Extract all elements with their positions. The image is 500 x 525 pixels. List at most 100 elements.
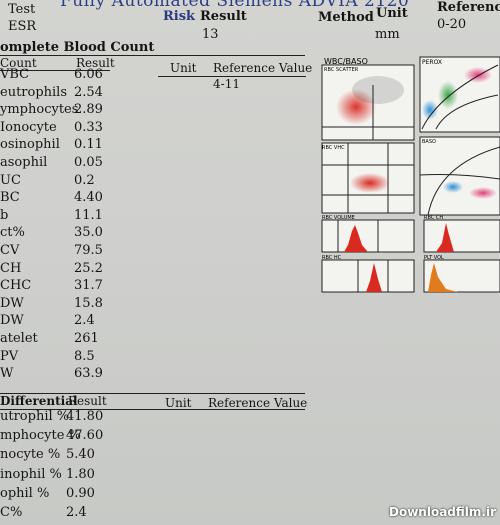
plt-vol-label: PLT VOL (424, 255, 444, 261)
cbc-row-value: 261 (74, 331, 99, 346)
cbc-row-label: BC (0, 190, 20, 206)
cbc-row: BC 4.40 (0, 189, 160, 207)
cbc-row: CH 25.2 (0, 260, 160, 278)
cbc-row-label: ct% (0, 225, 25, 241)
differential-row: C% 2.4 (0, 504, 160, 522)
cbc-row-label: eutrophils (0, 84, 68, 100)
cbc-row-value: 15.8 (74, 295, 103, 311)
cbc-row-label: UC (0, 172, 21, 188)
cbc-row: asophil 0.05 (0, 154, 160, 172)
cbc-row-label: Ionocyte (0, 119, 57, 135)
rbc-ch-histogram: RBC CH (423, 215, 500, 253)
cbc-row-value: 35.0 (74, 225, 103, 241)
diff-header-rule (0, 409, 305, 410)
cbc-title: omplete Blood Count (0, 40, 155, 55)
method-label: Method (318, 10, 374, 25)
cbc-row-label: CH (0, 260, 22, 276)
diff-title: Differential (0, 394, 78, 408)
cbc-row-label: b (0, 207, 9, 223)
watermark: Downloadfilm.ir (389, 505, 496, 519)
cbc-row: DW 15.8 (0, 295, 160, 313)
risk-label: Risk (163, 9, 196, 24)
esr-value: 13 (202, 27, 219, 42)
cbc-row-value: 63.9 (74, 366, 103, 382)
cbc-col-result: Result (76, 56, 115, 70)
cbc-row-value: 11.1 (74, 207, 103, 223)
cbc-row-label: CV (0, 243, 20, 258)
cbc-row: ct% 35.0 (0, 224, 160, 242)
cbc-row-label: asophil (0, 155, 48, 170)
differential-row-label: C% (0, 505, 23, 520)
unit-label: Unit (376, 6, 408, 21)
rbc-volume-histogram: RBC VOLUME (321, 215, 415, 253)
analyzer-banner: Fully Automated Siemens ADVIA 2120 (60, 0, 410, 11)
cbc-row-label: PV (0, 348, 19, 364)
cbc-title-rule (0, 55, 305, 56)
plt-vol-histogram: PLT VOL (423, 255, 500, 293)
cbc-row-label: osinophil (0, 137, 60, 153)
cbc-row-value: 25.2 (74, 260, 103, 276)
differential-row-label: inophil % (0, 466, 62, 482)
differential-row: ophil % 0.90 (0, 485, 160, 503)
differential-row-value: 47.60 (66, 428, 104, 444)
cbc-row-value: 0.11 (74, 137, 103, 153)
differential-row: nocyte % 5.40 (0, 446, 160, 464)
cbc-row-label: DW (0, 313, 24, 329)
cbc-header-rule-right (158, 76, 306, 77)
perox-scatter: PEROX (419, 56, 500, 133)
analyzer-plots: WBC/BASO RBC SCATTER PEROX RBC VHC (321, 56, 500, 293)
esr-label: ESR (8, 19, 37, 34)
differential-row-value: 0.90 (66, 485, 95, 501)
cbc-row: DW 2.4 (0, 312, 160, 330)
cbc-row-value: 6.06 (74, 67, 103, 82)
cbc-row-label: CHC (0, 278, 32, 294)
cbc-row-value: 0.05 (74, 155, 103, 170)
cbc-row-value: 8.5 (74, 348, 95, 364)
differential-row: utrophil % 41.80 (0, 408, 160, 426)
cbc-row: UC 0.2 (0, 172, 160, 190)
cbc-row-value: 2.54 (74, 84, 103, 100)
wbc-scatter-label: RBC SCATTER (324, 67, 359, 73)
esr-unit: mm (375, 27, 400, 42)
rbc-vhc-scatter: RBC VHC (321, 142, 415, 214)
cbc-row: CHC 31.7 (0, 277, 160, 295)
cbc-row: b 11.1 (0, 207, 160, 225)
result-label: Result (200, 9, 247, 24)
cbc-row-label: W (0, 366, 14, 382)
esr-reference: 0-20 (437, 17, 467, 32)
cbc-row-label: ymphocytes (0, 102, 79, 118)
rbc-ch-label: RBC CH (424, 215, 443, 221)
cbc-row: eutrophils 2.54 (0, 84, 160, 102)
differential-row-label: mphocyte % (0, 428, 81, 444)
cbc-row: atelet 261 (0, 330, 160, 348)
cbc-row-value: 31.7 (74, 278, 103, 294)
cbc-row-value: 0.2 (74, 172, 95, 188)
cbc-row-label: atelet (0, 331, 38, 346)
differential-row: mphocyte % 47.60 (0, 427, 160, 445)
cbc-row-label: DW (0, 295, 24, 311)
cbc-col-unit: Unit (170, 61, 197, 75)
wbc-reference: 4-11 (213, 77, 240, 91)
differential-row-value: 41.80 (66, 409, 104, 424)
rbc-volume-label: RBC VOLUME (322, 215, 355, 221)
cbc-row: PV 8.5 (0, 348, 160, 366)
cbc-row: Ionocyte 0.33 (0, 119, 160, 137)
cbc-row: osinophil 0.11 (0, 136, 160, 154)
reference-label: Reference (437, 0, 500, 15)
cbc-row-value: 4.40 (74, 190, 103, 206)
diff-top-rule (0, 393, 305, 394)
differential-row-value: 5.40 (66, 447, 95, 463)
wbc-baso-scatter: WBC/BASO RBC SCATTER (321, 57, 415, 141)
cbc-row: W 63.9 (0, 365, 160, 383)
diff-col-reference: Reference Value (208, 396, 308, 410)
differential-row: inophil % 1.80 (0, 466, 160, 484)
cbc-row-value: 79.5 (74, 243, 103, 258)
cbc-col-reference: Reference Value (213, 61, 313, 75)
cbc-row: ymphocytes 2.89 (0, 101, 160, 119)
rbc-vhc-label: RBC VHC (322, 145, 345, 151)
baso-label: BASO (422, 139, 436, 145)
rbc-hc-histogram: RBC HC (321, 255, 415, 293)
cbc-row: VBC 6.06 (0, 66, 160, 84)
cbc-row-value: 0.33 (74, 119, 103, 135)
